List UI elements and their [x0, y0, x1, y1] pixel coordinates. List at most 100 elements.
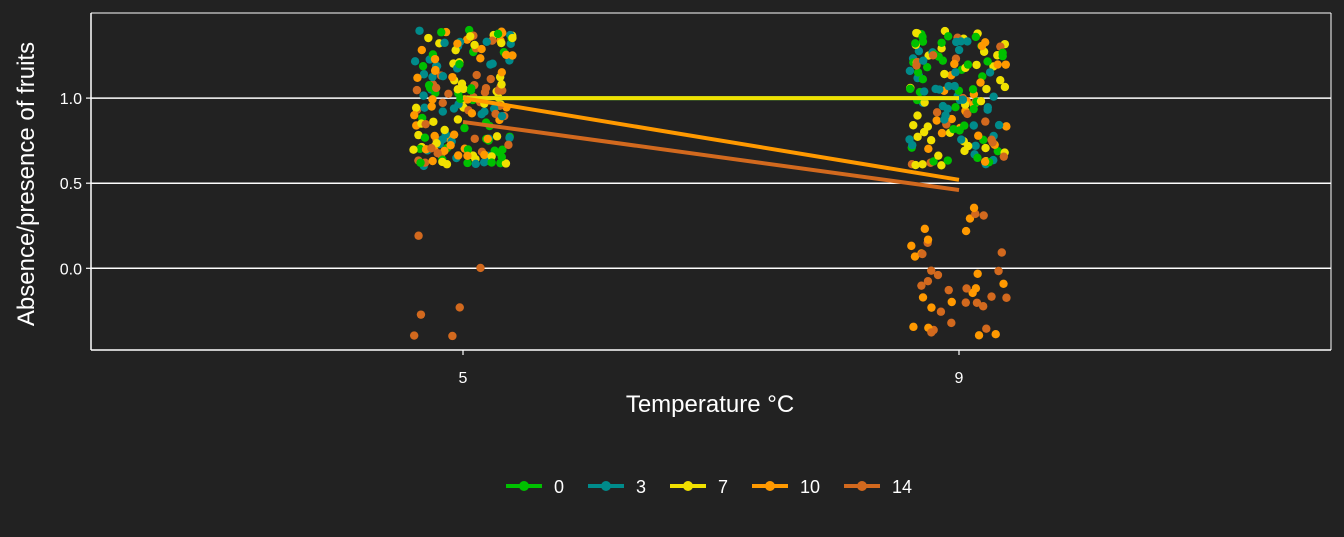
point-series-7 [501, 159, 511, 168]
point-series-14 [944, 285, 953, 295]
point-series-0 [418, 61, 428, 71]
point-series-10 [947, 114, 956, 124]
point-series-7 [411, 103, 421, 113]
point-series-7 [972, 60, 981, 70]
point-series-3 [951, 68, 960, 77]
point-series-0 [949, 124, 958, 134]
legend-item-3: 3 [588, 477, 646, 497]
point-series-3 [479, 158, 489, 167]
point-series-10 [991, 330, 1000, 339]
point-series-3 [919, 56, 928, 65]
point-series-14 [412, 85, 422, 95]
point-series-7 [440, 125, 449, 135]
point-series-10 [923, 235, 933, 244]
point-series-7 [429, 117, 438, 126]
y-tick-label: 0.5 [60, 176, 82, 193]
point-series-10 [969, 203, 979, 213]
point-series-10 [430, 66, 440, 75]
point-series-14 [427, 144, 436, 153]
point-series-7 [940, 69, 949, 79]
point-series-10 [448, 72, 457, 82]
point-series-10 [417, 45, 427, 55]
point-series-14 [997, 248, 1006, 257]
grid-lines [91, 97, 1331, 270]
point-series-3 [471, 159, 480, 169]
point-series-7 [451, 45, 460, 55]
point-series-10 [932, 116, 941, 125]
point-series-10 [1002, 122, 1011, 131]
point-series-14 [504, 140, 513, 150]
point-series-0 [960, 121, 969, 130]
point-series-3 [950, 81, 959, 91]
point-series-7 [470, 40, 479, 50]
point-series-10 [413, 73, 422, 82]
point-series-7 [497, 80, 506, 89]
point-series-10 [454, 151, 463, 160]
point-series-0 [943, 32, 953, 41]
point-series-7 [976, 96, 986, 106]
point-series-10 [410, 110, 419, 120]
point-series-3 [419, 91, 428, 100]
point-series-0 [905, 84, 915, 94]
point-series-14 [928, 51, 938, 60]
point-series-10 [501, 50, 511, 60]
legend-label: 0 [554, 477, 564, 497]
point-series-10 [980, 157, 990, 166]
point-series-7 [982, 84, 991, 94]
point-series-3 [438, 72, 448, 81]
point-series-7 [487, 152, 496, 161]
point-series-10 [910, 252, 920, 261]
point-series-0 [918, 32, 927, 42]
point-series-14 [1002, 293, 1011, 302]
point-series-7 [913, 111, 922, 120]
point-series-7 [432, 138, 441, 148]
point-series-14 [476, 263, 485, 273]
point-series-10 [428, 156, 437, 166]
point-series-14 [961, 298, 970, 307]
point-series-10 [440, 146, 449, 156]
point-series-14 [933, 270, 943, 280]
point-series-0 [415, 144, 425, 154]
point-series-0 [425, 83, 435, 93]
point-series-7 [1000, 82, 1010, 92]
point-series-7 [920, 98, 929, 107]
point-series-10 [907, 241, 916, 251]
point-series-7 [913, 132, 922, 141]
point-series-3 [944, 81, 953, 91]
point-series-3 [438, 107, 448, 116]
point-series-10 [927, 303, 936, 312]
legend-item-10: 10 [752, 477, 820, 497]
point-series-10 [453, 39, 462, 48]
point-series-14 [947, 318, 956, 328]
point-series-14 [455, 303, 464, 312]
point-series-10 [463, 151, 472, 161]
point-series-10 [427, 102, 436, 111]
point-series-10 [999, 279, 1008, 288]
point-series-14 [438, 98, 447, 108]
point-series-7 [409, 145, 418, 154]
point-series-7 [508, 33, 517, 43]
fit-line-series-10 [462, 96, 960, 182]
point-series-7 [937, 161, 946, 170]
point-series-0 [911, 39, 920, 48]
point-series-10 [993, 60, 1002, 69]
legend-item-0: 0 [506, 477, 564, 497]
point-series-7 [996, 76, 1005, 85]
point-series-14 [470, 134, 479, 143]
point-series-10 [947, 297, 956, 307]
point-series-0 [971, 32, 981, 42]
point-series-0 [951, 103, 960, 112]
point-series-14 [999, 152, 1009, 161]
point-series-10 [508, 51, 517, 60]
point-series-3 [940, 115, 949, 124]
point-series-14 [491, 109, 500, 119]
point-series-3 [954, 45, 964, 55]
legend-key-point [683, 481, 693, 491]
point-series-14 [421, 119, 430, 129]
point-series-0 [922, 62, 932, 72]
fit-lines [462, 96, 960, 192]
point-series-3 [449, 104, 459, 113]
point-series-7 [918, 160, 927, 169]
point-series-10 [1001, 60, 1010, 69]
point-series-10 [961, 226, 971, 236]
